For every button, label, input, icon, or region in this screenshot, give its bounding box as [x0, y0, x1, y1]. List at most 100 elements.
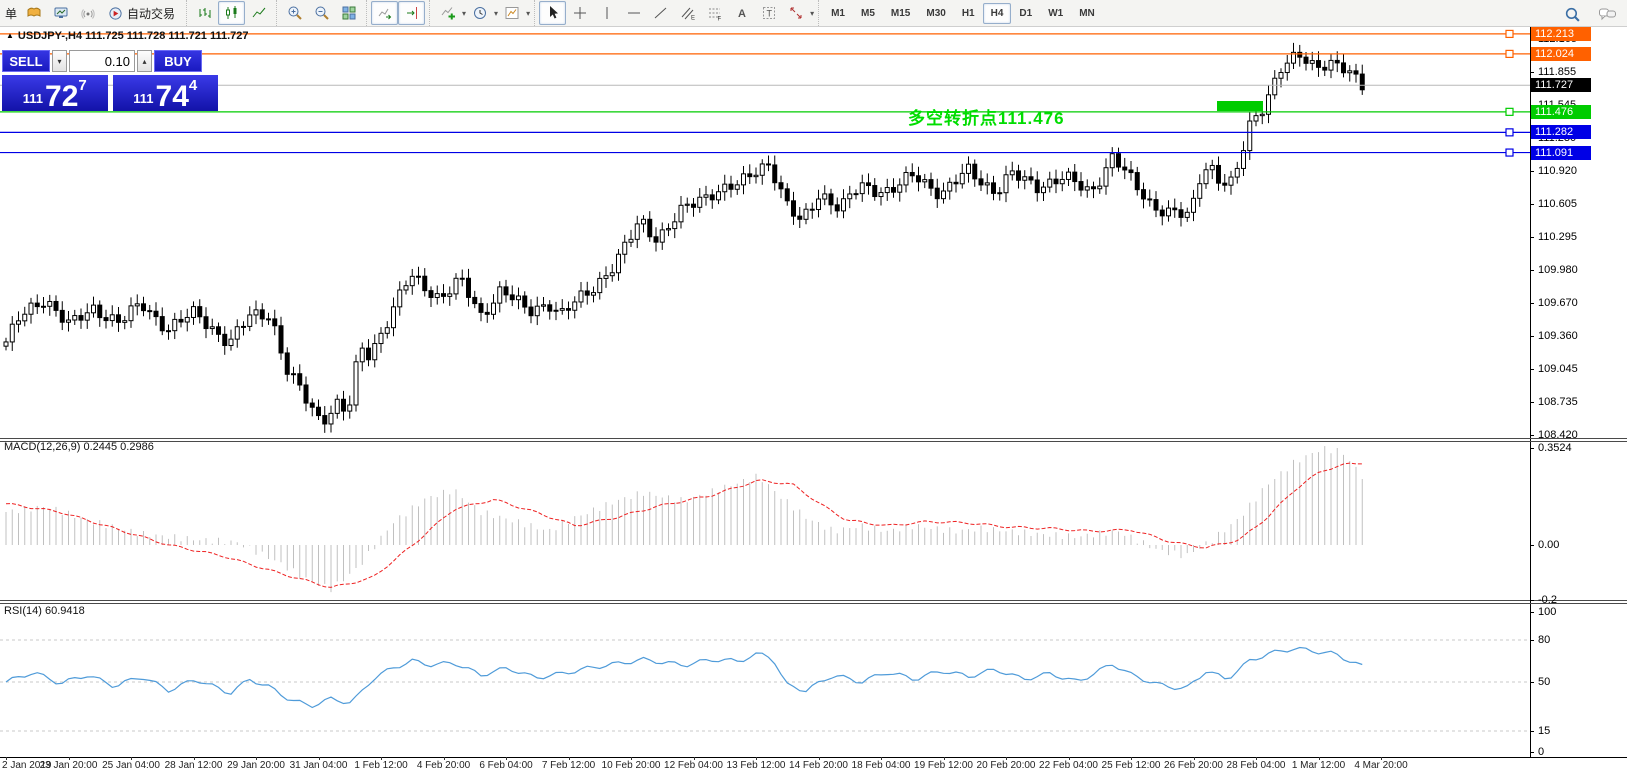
candle-body [228, 338, 234, 347]
text-icon[interactable]: A [728, 1, 755, 25]
indicators-icon[interactable] [434, 1, 461, 25]
price-line-handle[interactable] [1505, 128, 1514, 137]
volume-decrease-button[interactable]: ▾ [52, 50, 67, 72]
signal-icon[interactable] [74, 1, 101, 25]
arrows-dropdown-icon[interactable]: ▾ [810, 8, 815, 18]
time-tick-mark [631, 757, 632, 760]
fibonacci-icon[interactable]: F [701, 1, 728, 25]
text-label-icon[interactable]: T [755, 1, 782, 25]
candle-body [1166, 207, 1171, 217]
bar-chart-icon[interactable] [191, 1, 218, 25]
candle-body [641, 218, 646, 225]
volume-increase-button[interactable]: ▴ [137, 50, 152, 72]
buy-button[interactable]: BUY [154, 50, 202, 72]
indicators-dropdown-icon[interactable]: ▾ [462, 8, 467, 18]
time-tick-mark [1193, 757, 1195, 760]
tile-windows-icon[interactable] [335, 1, 362, 25]
arrows-icon[interactable] [782, 1, 809, 25]
candle-body [1191, 197, 1196, 213]
candle-body [441, 293, 446, 297]
candle-body [516, 295, 521, 301]
timeframe-mn[interactable]: MN [1079, 7, 1095, 19]
buy-price-quote[interactable]: 111 74 4 [112, 75, 218, 111]
price-line-handle[interactable] [1505, 148, 1514, 157]
vertical-line-icon[interactable] [593, 1, 620, 25]
time-tick-label: 29 Jan 20:00 [227, 760, 285, 771]
horizontal-line-icon[interactable] [620, 1, 647, 25]
candle-body [909, 171, 915, 177]
templates-dropdown-icon[interactable]: ▾ [526, 8, 531, 18]
cursor-icon[interactable] [539, 1, 567, 25]
candle-body [784, 188, 790, 202]
chart-shift-icon[interactable] [398, 1, 426, 25]
time-tick-mark [318, 757, 320, 760]
candle-body [1278, 72, 1284, 79]
new-order-button[interactable]: 单 [5, 6, 18, 21]
timeframe-h4[interactable]: H4 [982, 2, 1012, 24]
charts-monitor-icon[interactable] [47, 1, 74, 25]
axis-tick-mark [1530, 71, 1534, 73]
chart-canvas[interactable] [0, 27, 1530, 757]
candle-body [947, 181, 953, 192]
candle-body [266, 318, 271, 321]
price-line-handle[interactable] [1505, 29, 1514, 39]
candle-body [809, 208, 815, 211]
axis-tick-mark [1530, 447, 1534, 449]
time-axis[interactable]: 2 Jan 2019 23 Jan 20:00 25 Jan 04:00 28 Jan… [0, 757, 1627, 774]
candle-body [1009, 170, 1015, 176]
candle-body [1016, 170, 1021, 181]
zoom-out-icon[interactable] [308, 1, 335, 25]
svg-text:T: T [766, 9, 772, 19]
candle-body [91, 304, 96, 314]
trendline-icon[interactable] [647, 1, 674, 25]
volume-input[interactable] [69, 50, 135, 72]
collapse-chart-icon[interactable]: ▲ [6, 31, 14, 40]
periods-dropdown-icon[interactable]: ▾ [494, 8, 499, 18]
price-line-handle[interactable] [1505, 49, 1514, 58]
candle-body [1116, 153, 1121, 168]
auto-scroll-icon[interactable] [371, 1, 399, 25]
search-icon[interactable] [1559, 2, 1586, 26]
candle-body [1134, 172, 1140, 191]
candle-body [1297, 51, 1303, 58]
time-tick-mark [756, 757, 757, 760]
zoom-in-icon[interactable] [281, 1, 308, 25]
candle-body [1097, 185, 1103, 190]
templates-icon[interactable] [498, 1, 525, 25]
candle-body [672, 221, 678, 230]
candle-body [72, 315, 78, 321]
book-icon[interactable] [20, 1, 47, 25]
candle-body [666, 228, 671, 231]
text-annotation[interactable]: 多空转折点111.476 [908, 109, 1065, 128]
timeframe-m1[interactable]: M1 [831, 7, 845, 19]
timeframe-d1[interactable]: D1 [1019, 7, 1033, 19]
highlight-box[interactable] [1217, 101, 1263, 111]
candle-body [1147, 198, 1153, 201]
time-tick-mark [1006, 757, 1007, 760]
equidistant-channel-icon[interactable]: E [674, 1, 701, 25]
crosshair-icon[interactable] [566, 1, 593, 25]
candlestick-chart-icon[interactable] [218, 1, 246, 25]
timeframe-h1[interactable]: H1 [961, 7, 975, 19]
time-tick-mark [881, 757, 882, 760]
price-line-handle[interactable] [1505, 107, 1514, 116]
candle-body [1203, 169, 1209, 185]
candle-body [422, 275, 428, 292]
candle-body [416, 275, 421, 278]
timeframe-m15[interactable]: M15 [890, 7, 911, 19]
chat-icon[interactable] [1594, 2, 1621, 26]
candle-body [753, 174, 759, 178]
sell-price-quote[interactable]: 111 72 7 [2, 75, 108, 111]
panel-separator[interactable] [0, 600, 1627, 601]
candle-body [828, 193, 834, 206]
timeframe-m30[interactable]: M30 [926, 7, 946, 19]
periods-icon[interactable] [466, 1, 493, 25]
timeframe-m5[interactable]: M5 [861, 7, 875, 19]
line-chart-icon[interactable] [245, 1, 272, 25]
timeframe-w1[interactable]: W1 [1048, 7, 1064, 19]
panel-separator[interactable] [0, 438, 1627, 439]
sell-button[interactable]: SELL [2, 50, 50, 72]
price-axis[interactable]: 112.165111.855111.545111.230110.920110.6… [1530, 26, 1627, 758]
autotrade-button[interactable]: 自动交易 [101, 2, 182, 25]
time-tick-mark [381, 757, 382, 760]
